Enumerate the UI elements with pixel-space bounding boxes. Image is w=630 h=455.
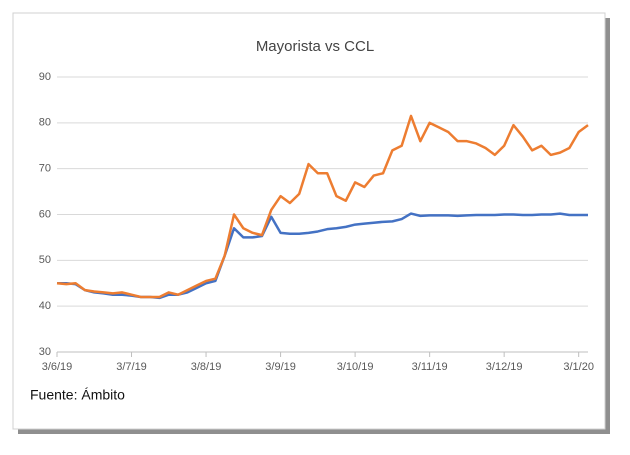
y-tick-label: 60 [39,208,51,220]
x-tick-label: 3/6/19 [42,361,73,373]
x-tick-label: 3/11/19 [412,361,448,373]
x-tick-label: 3/8/19 [191,361,222,373]
x-tick-label: 3/9/19 [265,361,296,373]
x-tick-label: 3/7/19 [116,361,147,373]
x-tick-label: 3/1/20 [563,361,594,373]
x-tick-label: 3/12/19 [486,361,523,373]
y-tick-label: 70 [39,163,51,175]
y-tick-label: 40 [39,300,51,312]
series-line [56,114,589,299]
y-tick-label: 50 [39,254,51,266]
y-tick-label: 80 [39,117,51,129]
chart-title: Mayorista vs CCL [256,38,374,55]
y-tick-label: 30 [39,346,51,358]
x-tick-label: 3/10/19 [337,361,374,373]
y-tick-label: 90 [39,71,51,83]
card [12,12,606,430]
source-note: Fuente: Ámbito [30,387,125,403]
